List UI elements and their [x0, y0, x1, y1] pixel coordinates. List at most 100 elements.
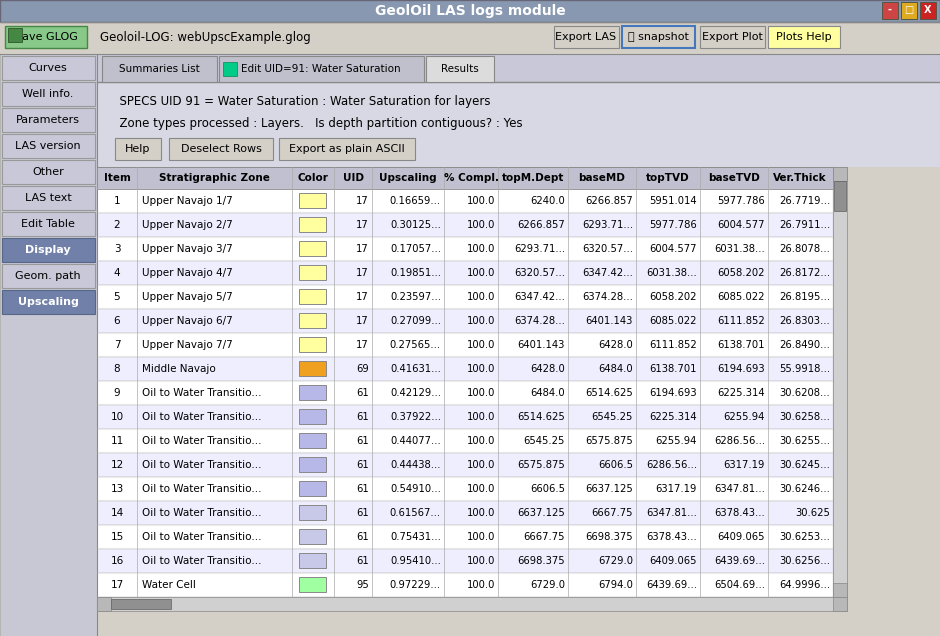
Text: Plots Help: Plots Help	[776, 32, 832, 42]
Bar	[299, 553, 326, 568]
Text: Oil to Water Transitio...: Oil to Water Transitio...	[142, 484, 261, 494]
Text: 6606.5: 6606.5	[598, 460, 633, 470]
Bar	[2, 160, 95, 184]
Text: -: -	[888, 5, 892, 15]
Text: 6317.19: 6317.19	[724, 460, 765, 470]
Text: 17: 17	[356, 316, 369, 326]
Bar	[768, 26, 840, 48]
Bar	[97, 597, 111, 611]
Text: Help: Help	[125, 144, 150, 154]
Text: 0.19851...: 0.19851...	[390, 268, 441, 278]
Text: 6698.375: 6698.375	[586, 532, 633, 542]
Text: Oil to Water Transitio...: Oil to Water Transitio...	[142, 556, 261, 566]
Bar	[554, 26, 619, 48]
Text: 11: 11	[110, 436, 124, 446]
Text: 6637.125: 6637.125	[586, 484, 633, 494]
Text: 6729.0: 6729.0	[598, 556, 633, 566]
Text: 30.6256...: 30.6256...	[779, 556, 830, 566]
Text: Oil to Water Transitio...: Oil to Water Transitio...	[142, 532, 261, 542]
Text: 6698.375: 6698.375	[517, 556, 565, 566]
Text: 0.75431...: 0.75431...	[390, 532, 441, 542]
Text: 6374.28...: 6374.28...	[514, 316, 565, 326]
Text: 6111.852: 6111.852	[717, 316, 765, 326]
Bar	[299, 577, 326, 592]
Text: Stratigraphic Zone: Stratigraphic Zone	[159, 173, 270, 183]
Text: 69: 69	[356, 364, 369, 374]
Text: 6667.75: 6667.75	[524, 532, 565, 542]
Text: 5977.786: 5977.786	[717, 196, 765, 206]
Text: 26.7719...: 26.7719...	[778, 196, 830, 206]
Text: 61: 61	[356, 484, 369, 494]
Bar	[97, 357, 833, 381]
Text: 6667.75: 6667.75	[591, 508, 633, 518]
Bar	[97, 597, 847, 611]
Bar	[299, 385, 326, 400]
Text: 30.6208...: 30.6208...	[779, 388, 830, 398]
Text: baseMD: baseMD	[578, 173, 625, 183]
Text: 61: 61	[356, 460, 369, 470]
Text: 3: 3	[114, 244, 120, 254]
Text: 5: 5	[114, 292, 120, 302]
Text: 6255.94: 6255.94	[655, 436, 697, 446]
Bar	[97, 477, 833, 501]
Text: Curves: Curves	[28, 63, 68, 73]
Bar	[299, 337, 326, 352]
Text: LAS version: LAS version	[15, 141, 81, 151]
Bar	[2, 186, 95, 210]
Text: 100.0: 100.0	[466, 268, 495, 278]
Text: 6428.0: 6428.0	[530, 364, 565, 374]
Text: 5977.786: 5977.786	[650, 220, 697, 230]
Bar	[2, 238, 95, 262]
Text: 26.8303...: 26.8303...	[779, 316, 830, 326]
Text: Edit UID=91: Water Saturation: Edit UID=91: Water Saturation	[241, 64, 400, 74]
Text: 6320.57...: 6320.57...	[582, 244, 633, 254]
Bar	[111, 599, 171, 609]
Bar	[97, 189, 833, 213]
Text: 6058.202: 6058.202	[650, 292, 697, 302]
Bar	[833, 167, 847, 597]
Bar	[2, 212, 95, 236]
Text: 6138.701: 6138.701	[650, 364, 697, 374]
Text: 100.0: 100.0	[466, 220, 495, 230]
Text: 0.44077...: 0.44077...	[390, 436, 441, 446]
Bar	[901, 2, 917, 19]
Text: Geoloil-LOG: webUpscExample.glog: Geoloil-LOG: webUpscExample.glog	[100, 31, 311, 43]
Text: 5951.014: 5951.014	[650, 196, 697, 206]
Text: Upper Navajo 3/7: Upper Navajo 3/7	[142, 244, 233, 254]
Bar	[97, 573, 833, 597]
Text: Upper Navajo 7/7: Upper Navajo 7/7	[142, 340, 233, 350]
Text: 6317.19: 6317.19	[655, 484, 697, 494]
Text: 100.0: 100.0	[466, 196, 495, 206]
Bar	[0, 22, 940, 54]
Bar	[299, 217, 326, 232]
Bar	[169, 138, 273, 160]
Text: Deselect Rows: Deselect Rows	[180, 144, 261, 154]
Text: 6378.43...: 6378.43...	[714, 508, 765, 518]
Text: 100.0: 100.0	[466, 244, 495, 254]
Bar	[97, 54, 940, 82]
Bar	[2, 108, 95, 132]
Text: Summaries List: Summaries List	[118, 64, 199, 74]
Text: Export Plot: Export Plot	[701, 32, 762, 42]
Text: 95: 95	[356, 580, 369, 590]
Text: 26.8490...: 26.8490...	[779, 340, 830, 350]
Text: topTVD: topTVD	[646, 173, 690, 183]
Text: 100.0: 100.0	[466, 316, 495, 326]
Bar	[97, 309, 833, 333]
Bar	[299, 457, 326, 472]
Bar	[299, 529, 326, 544]
Text: 6347.42...: 6347.42...	[582, 268, 633, 278]
Bar	[833, 167, 847, 181]
Bar	[223, 62, 237, 76]
Text: 0.41631...: 0.41631...	[390, 364, 441, 374]
Text: 6004.577: 6004.577	[717, 220, 765, 230]
Text: 6085.022: 6085.022	[717, 292, 765, 302]
Bar	[833, 583, 847, 597]
Bar	[299, 241, 326, 256]
Text: 17: 17	[356, 292, 369, 302]
Text: 0.16659...: 0.16659...	[390, 196, 441, 206]
Text: 2: 2	[114, 220, 120, 230]
Text: Upper Navajo 5/7: Upper Navajo 5/7	[142, 292, 233, 302]
Text: 6378.43...: 6378.43...	[647, 532, 697, 542]
Text: 6401.143: 6401.143	[586, 316, 633, 326]
